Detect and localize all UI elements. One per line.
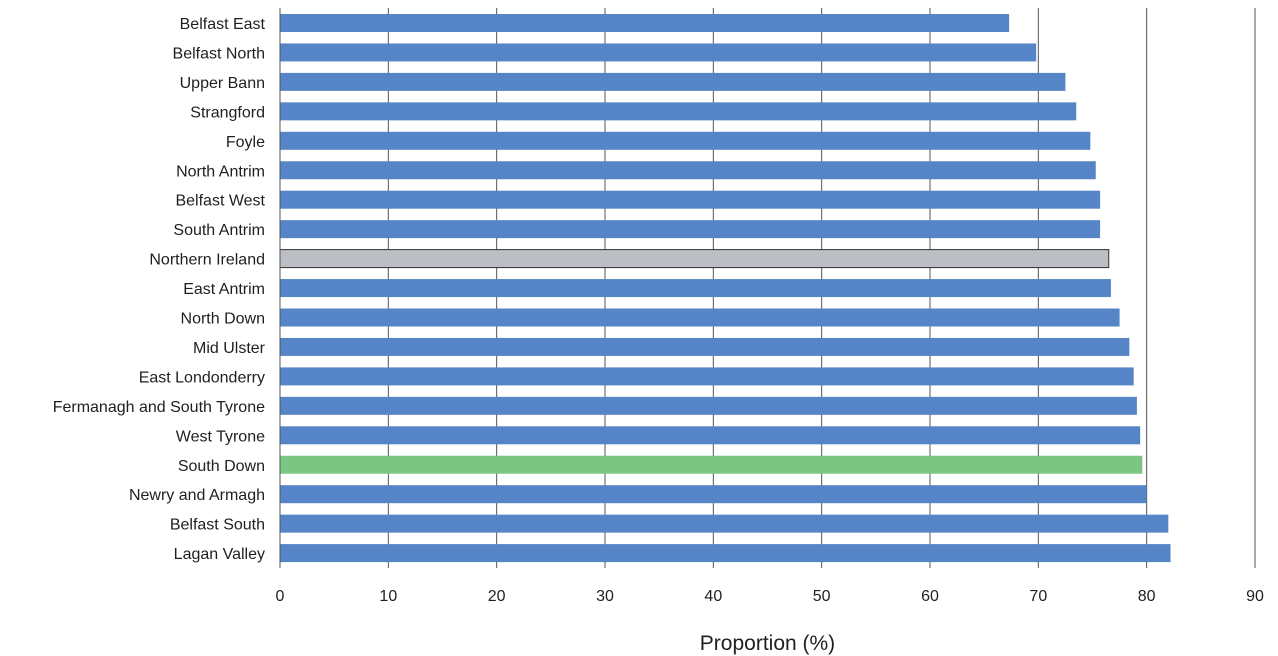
bar-fermanagh-and-south-tyrone (280, 396, 1137, 415)
x-tick-label-10: 10 (379, 588, 397, 605)
bar-south-antrim (280, 220, 1101, 239)
bar-foyle (280, 131, 1091, 150)
bar-belfast-west (280, 190, 1101, 209)
category-labels: Belfast East Belfast North Upper Bann Stran… (53, 16, 266, 563)
category-label-fermanagh-and-south-tyrone: Fermanagh and South Tyrone (53, 399, 265, 416)
x-tick-label-90: 90 (1246, 588, 1264, 605)
x-tick-labels: 0 10 20 30 40 50 60 70 80 90 (276, 588, 1264, 605)
category-label-belfast-south: Belfast South (170, 517, 265, 534)
x-axis-title: Proportion (%) (700, 632, 835, 655)
bar-lagan-valley (280, 544, 1171, 563)
x-tick-label-0: 0 (276, 588, 285, 605)
x-tick-label-40: 40 (704, 588, 722, 605)
bar-east-antrim (280, 279, 1111, 298)
category-label-lagan-valley: Lagan Valley (174, 546, 265, 563)
category-label-east-londonderry: East Londonderry (139, 369, 265, 386)
category-label-strangford: Strangford (190, 104, 265, 121)
bar-northern-ireland (279, 249, 1110, 269)
bar-north-down (280, 308, 1120, 327)
x-tick-label-60: 60 (921, 588, 939, 605)
bar-north-antrim (280, 161, 1096, 180)
category-label-upper-bann: Upper Bann (180, 75, 265, 92)
category-label-west-tyrone: West Tyrone (176, 428, 265, 445)
x-tick-label-70: 70 (1029, 588, 1047, 605)
category-label-belfast-east: Belfast East (180, 16, 266, 33)
category-label-south-down: South Down (178, 458, 265, 475)
bar-upper-bann (280, 72, 1066, 91)
x-tick-label-80: 80 (1138, 588, 1156, 605)
category-label-north-antrim: North Antrim (176, 163, 265, 180)
category-label-east-antrim: East Antrim (183, 281, 265, 298)
category-label-newry-and-armagh: Newry and Armagh (129, 487, 265, 504)
bar-newry-and-armagh (280, 485, 1147, 504)
bar-south-down (280, 455, 1143, 474)
bar-mid-ulster (280, 337, 1130, 356)
category-label-foyle: Foyle (226, 134, 265, 151)
bar-belfast-east (280, 14, 1010, 32)
x-tick-label-20: 20 (488, 588, 506, 605)
bar-belfast-north (280, 43, 1037, 62)
category-label-northern-ireland: Northern Ireland (149, 252, 265, 269)
bar-strangford (280, 102, 1077, 121)
category-label-mid-ulster: Mid Ulster (193, 340, 266, 357)
bars (279, 14, 1171, 563)
category-label-north-down: North Down (181, 311, 265, 328)
bar-west-tyrone (280, 426, 1141, 445)
bar-belfast-south (280, 514, 1169, 533)
x-tick-label-30: 30 (596, 588, 614, 605)
category-label-belfast-west: Belfast West (175, 193, 265, 210)
category-label-belfast-north: Belfast North (173, 45, 265, 62)
x-tick-label-50: 50 (813, 588, 831, 605)
bar-east-londonderry (280, 367, 1134, 386)
category-label-south-antrim: South Antrim (173, 222, 265, 239)
